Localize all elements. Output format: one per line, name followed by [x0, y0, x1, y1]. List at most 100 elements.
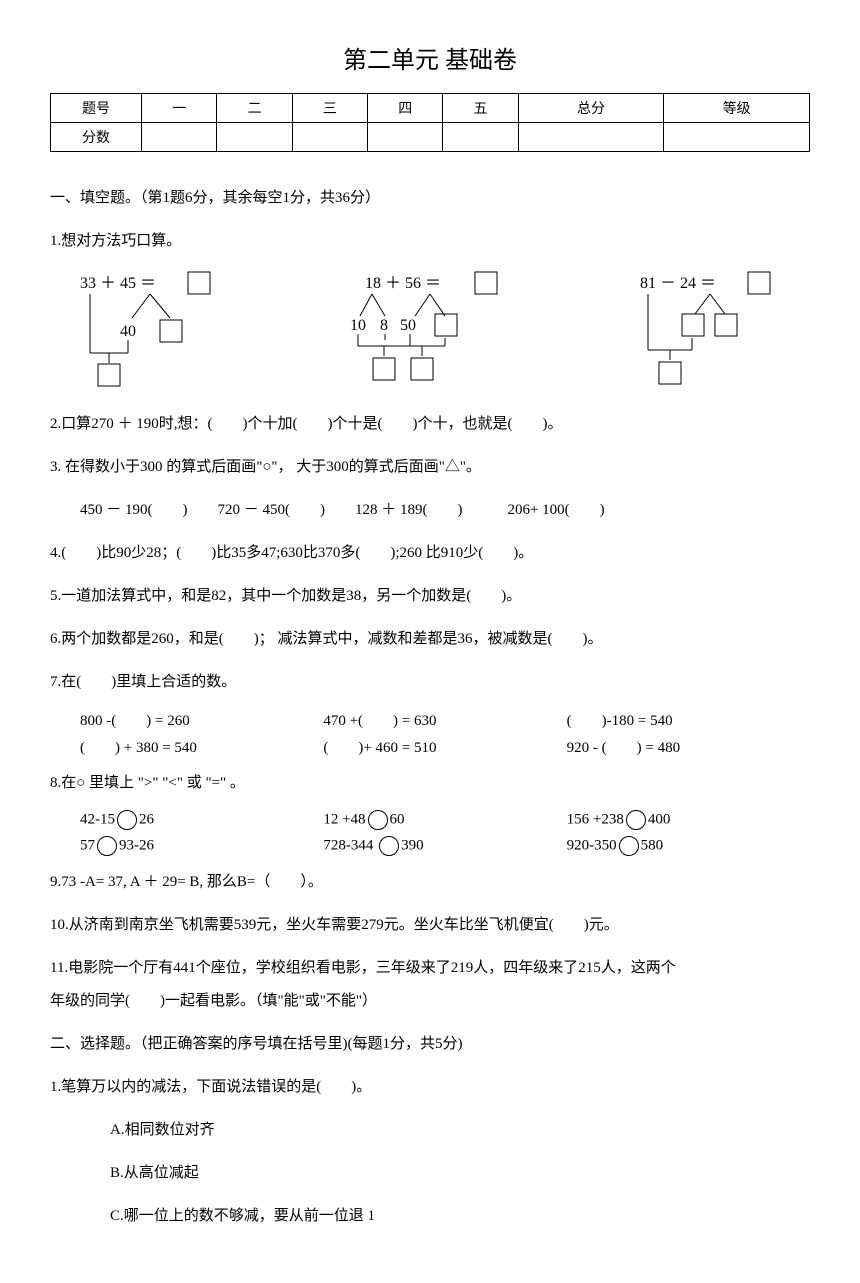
circle-blank-icon	[97, 836, 117, 856]
option: A.相同数位对齐	[50, 1114, 810, 1147]
fill-item: ( )+ 460 = 510	[323, 736, 566, 757]
fill-row: ( ) + 380 = 540 ( )+ 460 = 510 920 - ( )…	[50, 736, 810, 757]
split-line	[360, 294, 372, 316]
header-cell: 题号	[51, 94, 142, 123]
circle-blank-icon	[379, 836, 399, 856]
page: 第二单元 基础卷 题号 一 二 三 四 五 总分 等级 分数 一、填空题。（第1…	[0, 0, 860, 1283]
question: 1.笔算万以内的减法，下面说法错误的是( )。	[50, 1071, 810, 1104]
empty-cell	[664, 123, 810, 152]
rhs: 400	[648, 811, 671, 827]
box-icon	[659, 362, 681, 384]
score-table: 题号 一 二 三 四 五 总分 等级 分数	[50, 93, 810, 152]
box-icon	[373, 358, 395, 380]
empty-cell	[142, 123, 217, 152]
question: 2.口算270 ＋ 190时,想：( )个十加( )个十是( )个十，也就是( …	[50, 408, 810, 441]
lhs: 42-15	[80, 811, 115, 827]
empty-cell	[518, 123, 664, 152]
compare-row: 42-15 26 12 +48 60 156 +238 400	[50, 810, 810, 830]
fill-item: ( )-180 = 540	[567, 709, 810, 730]
box-icon	[475, 272, 497, 294]
empty-cell	[368, 123, 443, 152]
split-line	[710, 294, 725, 314]
question: 7.在( )里填上合适的数。	[50, 666, 810, 699]
empty-cell	[443, 123, 518, 152]
section-heading: 二、选择题。（把正确答案的序号填在括号里)(每题1分，共5分)	[50, 1028, 810, 1061]
fill-row: 800 -( ) = 260 470 +( ) = 630 ( )-180 = …	[50, 709, 810, 730]
val-text: 10	[350, 317, 366, 334]
split-line	[132, 294, 150, 318]
box-icon	[715, 314, 737, 336]
header-cell: 总分	[518, 94, 664, 123]
circle-blank-icon	[368, 810, 388, 830]
compare-item: 728-344 390	[323, 836, 566, 856]
header-cell: 等级	[664, 94, 810, 123]
question: 10.从济南到南京坐飞机需要539元，坐火车需要279元。坐火车比坐飞机便宜( …	[50, 909, 810, 942]
question: 9.73 -A= 37, A ＋ 29= B, 那么B=（ ）。	[50, 866, 810, 899]
compare-item: 920-350 580	[567, 836, 810, 856]
fill-item: 800 -( ) = 260	[80, 709, 323, 730]
rhs: 580	[641, 837, 664, 853]
diagram-1: 33 ＋ 45 ＝ 40	[70, 268, 260, 398]
split-line	[430, 294, 445, 316]
question: 8.在○ 里填上 ">" "<" 或 "=" 。	[50, 767, 810, 800]
rhs: 26	[139, 811, 154, 827]
rhs: 390	[401, 837, 424, 853]
question: 年级的同学( )一起看电影。（填"能"或"不能"）	[50, 985, 810, 1018]
header-cell: 二	[217, 94, 292, 123]
header-cell: 四	[368, 94, 443, 123]
split-line	[695, 294, 710, 314]
split-line	[372, 294, 385, 316]
val-text: 50	[400, 317, 416, 334]
box-icon	[98, 364, 120, 386]
box-icon	[188, 272, 210, 294]
lhs: 12 +48	[323, 811, 365, 827]
compare-item: 156 +238 400	[567, 810, 810, 830]
compare-item: 12 +48 60	[323, 810, 566, 830]
table-row: 题号 一 二 三 四 五 总分 等级	[51, 94, 810, 123]
empty-cell	[217, 123, 292, 152]
circle-blank-icon	[117, 810, 137, 830]
lhs: 728-344	[323, 837, 377, 853]
split-line	[150, 294, 170, 318]
split-line	[415, 294, 430, 316]
header-cell: 三	[292, 94, 367, 123]
question: 4.( )比90少28；( )比35多47;630比370多( );260 比9…	[50, 537, 810, 570]
fill-item: 920 - ( ) = 480	[567, 736, 810, 757]
question-items: 450 － 190( ) 720 － 450( ) 128 ＋ 189( ) 2…	[50, 494, 810, 527]
header-cell: 一	[142, 94, 217, 123]
diagram-2: 18 ＋ 56 ＝ 10 8 50	[330, 268, 550, 398]
box-icon	[160, 320, 182, 342]
lhs: 57	[80, 837, 95, 853]
circle-blank-icon	[619, 836, 639, 856]
box-icon	[435, 314, 457, 336]
question: 6.两个加数都是260，和是( )； 减法算式中，减数和差都是36，被减数是( …	[50, 623, 810, 656]
lhs: 920-350	[567, 837, 617, 853]
header-cell: 五	[443, 94, 518, 123]
box-icon	[748, 272, 770, 294]
question: 11.电影院一个厅有441个座位，学校组织看电影，三年级来了219人，四年级来了…	[50, 952, 810, 985]
val-text: 8	[380, 317, 388, 334]
box-icon	[411, 358, 433, 380]
fill-item: 470 +( ) = 630	[323, 709, 566, 730]
compare-row: 57 93-26 728-344 390 920-350 580	[50, 836, 810, 856]
rhs: 93-26	[119, 837, 154, 853]
fill-item: ( ) + 380 = 540	[80, 736, 323, 757]
expr-text: 33 ＋ 45 ＝	[80, 275, 156, 292]
rhs: 60	[390, 811, 405, 827]
val-text: 40	[120, 323, 136, 340]
circle-blank-icon	[626, 810, 646, 830]
section-heading: 一、填空题。（第1题6分，其余每空1分，共36分）	[50, 182, 810, 215]
question: 1.想对方法巧口算。	[50, 225, 810, 258]
question: 5.一道加法算式中，和是82，其中一个加数是38，另一个加数是( )。	[50, 580, 810, 613]
diagram-row: 33 ＋ 45 ＝ 40 18 ＋ 56 ＝ 10 8 50	[70, 268, 810, 398]
empty-cell	[292, 123, 367, 152]
compare-item: 42-15 26	[80, 810, 323, 830]
compare-item: 57 93-26	[80, 836, 323, 856]
diagram-3: 81 － 24 ＝	[620, 268, 810, 398]
lhs: 156 +238	[567, 811, 624, 827]
row-label: 分数	[51, 123, 142, 152]
question: 3. 在得数小于300 的算式后面画"○"， 大于300的算式后面画"△"。	[50, 451, 810, 484]
option: B.从高位减起	[50, 1157, 810, 1190]
page-title: 第二单元 基础卷	[50, 40, 810, 75]
expr-text: 81 － 24 ＝	[640, 275, 716, 292]
